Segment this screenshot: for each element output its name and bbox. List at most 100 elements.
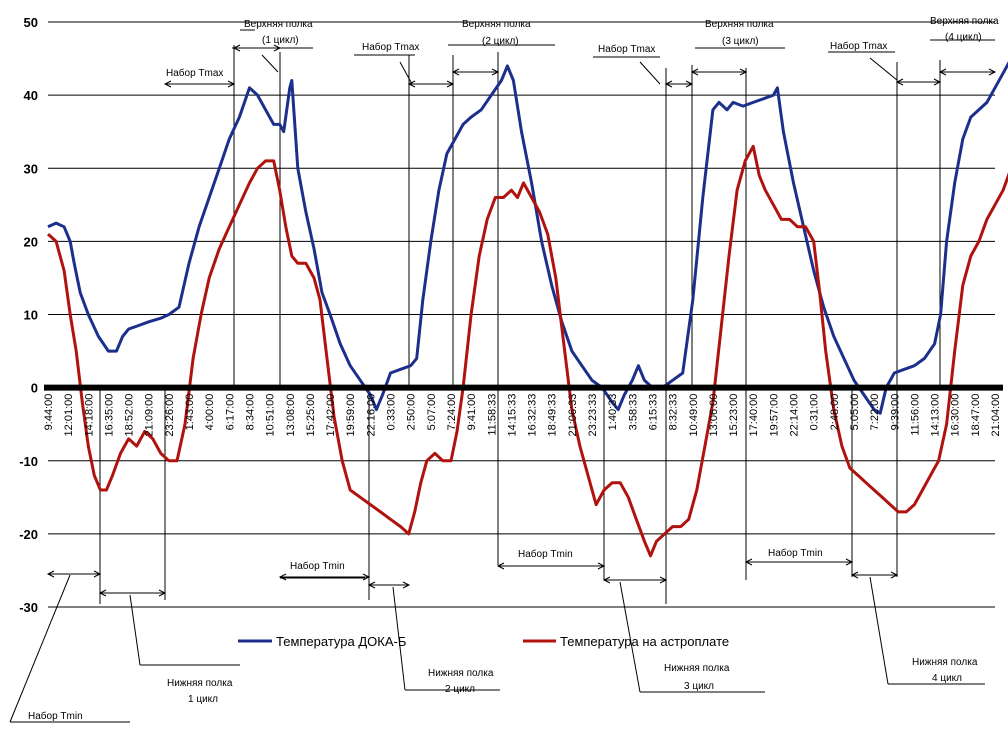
x-tick-label: 13:06:00 [708,394,720,437]
arrow-head [739,68,748,76]
cycle-boundary-lines [99,45,941,604]
x-tick-label: 14:13:00 [930,394,942,437]
arrow-head [988,68,997,76]
upper-shelf-4-cycle: (4 цикл) [945,32,982,43]
arrow-head [362,573,371,581]
gain-tmax-3-label: Набор Tmax [598,43,655,55]
arrow-head [890,571,899,579]
upper-shelf-2-label: Верхняя полка [462,19,531,30]
x-tick-label: 23:26:00 [164,394,176,437]
upper-shelf-1-label: Верхняя полка [244,19,313,30]
gain-tmin-1-label: Набор Tmin [28,710,83,722]
x-tick-labels: 9:44:00 12:01:00 14:18:00 16:35:00 18:52:00 2… [43,394,1002,437]
arrow-head [938,68,947,76]
y-tick-label: 30 [24,161,38,176]
x-tick-label: 7:24:00 [446,394,458,431]
legend-label-doka: Температура ДОКА-Б [276,634,406,649]
x-tick-label: 1:43:00 [184,394,196,431]
arrow-head [98,589,107,597]
upper-shelf-3-cycle: (3 цикл) [722,36,759,47]
arrow-head [895,78,904,86]
arrow-head [850,571,859,579]
x-tick-label: 9:39:00 [889,394,901,431]
lower-shelf-1-label: Нижняя полка [167,678,233,689]
x-tick-label: 11:58:33 [486,394,498,436]
x-tick-label: 15:23:00 [728,394,740,437]
y-tick-label: 0 [31,381,38,396]
arrow-head [491,68,500,76]
upper-shelf-3-label: Верхняя полка [705,19,774,30]
x-tick-label: 17:42:00 [325,394,337,437]
x-tick-label: 4:00:00 [204,394,216,431]
arrow-head [845,558,854,566]
arrow-head [163,80,172,88]
gain-tmin-4-label: Набор Tmin [768,547,823,559]
x-tick-label: 9:44:00 [43,394,55,431]
x-tick-label: 8:32:33 [668,394,680,431]
lower-shelf-3-label: Нижняя полка [664,663,730,674]
x-tick-label: 6:17:00 [224,394,236,431]
arrow-head [496,562,505,570]
lower-shelf-2-label: Нижняя полка [428,668,494,679]
x-tick-label: 2:48:00 [829,394,841,431]
x-tick-label: 14:18:00 [83,394,95,437]
arrow-head [690,68,699,76]
x-tick-label: 3:58:33 [627,394,639,431]
legend-label-astroplate: Температура на астроплате [560,634,729,649]
y-tick-label: 10 [24,308,38,323]
lower-shelf-4-cycle: 4 цикл [932,673,962,684]
x-tick-label: 5:05:00 [849,394,861,431]
y-tick-label: 50 [24,15,38,30]
x-tick-label: 6:15:33 [647,394,659,431]
arrow-head [402,581,411,589]
legend: Температура ДОКА-Б Температура на астроп… [238,634,729,649]
lower-shelf-2-cycle: 2 цикл [445,684,475,695]
gain-tmax-4-label: Набор Tmax [830,40,887,52]
x-tick-label: 19:59:00 [345,394,357,437]
x-tick-label: 16:35:00 [103,394,115,437]
x-tick-label: 11:56:00 [909,394,921,436]
arrow-head [451,68,460,76]
arrow-head [685,80,694,88]
leader-line [619,581,641,693]
x-tick-label: 21:09:00 [144,394,156,437]
x-tick-label: 0:31:00 [809,394,821,431]
y-tick-label: -10 [19,454,38,469]
x-tick-label: 23:23:33 [587,394,599,437]
x-tick-label: 8:34:00 [244,394,256,431]
x-tick-label: 18:47:00 [970,394,982,437]
y-tick-label: -20 [19,527,38,542]
x-tick-label: 0:33:00 [386,394,398,431]
x-tick-label: 21:06:33 [567,394,579,437]
series-line-astroplate [46,144,1008,558]
leader-line [869,576,889,685]
arrow-head [659,576,668,584]
leader-line [392,586,406,691]
x-tick-label: 22:14:00 [789,394,801,437]
x-tick-label: 12:01:00 [63,394,75,437]
arrow-head [158,589,167,597]
x-tick-label: 18:52:00 [124,394,136,437]
x-tick-label: 9:41:00 [466,394,478,431]
x-tick-label: 13:08:00 [285,394,297,437]
arrow-head [933,78,942,86]
series-lines [46,61,1008,558]
arrow-head [664,80,673,88]
y-axis: 50 40 30 20 10 0 -10 -20 -30 [19,15,38,615]
lower-shelf-3-cycle: 3 цикл [684,681,714,692]
x-tick-label: 5:07:00 [426,394,438,431]
x-tick-label: 19:57:00 [768,394,780,437]
series-line-doka [47,61,1008,415]
upper-shelf-4-label: Верхняя полка [930,16,999,27]
x-tick-label: 10:51:00 [265,394,277,437]
arrow-head [597,562,606,570]
arrow-head [93,570,102,578]
y-tick-label: 20 [24,234,38,249]
x-tick-label: 16:32:33 [527,394,539,437]
leader-line [129,594,141,666]
x-tick-label: 2:50:00 [406,394,418,431]
gain-tmin-3-label: Набор Tmin [518,548,573,560]
gain-tmax-1-label: Набор Tmax [166,67,223,79]
x-tick-label: 18:49:33 [547,394,559,437]
